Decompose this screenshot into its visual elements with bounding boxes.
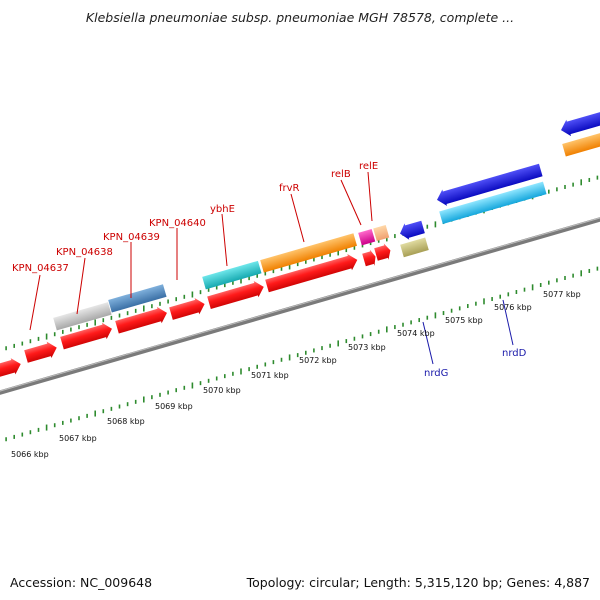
leader-nrdG: [422, 321, 434, 365]
scale-label-5067: 5067 kbp: [59, 434, 97, 443]
feature-track: [0, 108, 600, 381]
gene-nrdG[interactable]: [400, 237, 429, 258]
gene-label-relE[interactable]: relE: [359, 161, 378, 172]
gene-label-KPN_04639[interactable]: KPN_04639: [103, 232, 160, 243]
leader-nrdD: [502, 299, 514, 346]
accession-text: Accession: NC_009648: [10, 575, 153, 590]
gene-label-relB[interactable]: relB: [331, 169, 351, 180]
gene-frvR[interactable]: [260, 233, 358, 273]
cds-relE[interactable]: [374, 242, 393, 262]
gene-label-KPN_04637[interactable]: KPN_04637: [12, 263, 69, 274]
cds-feature[interactable]: [0, 356, 23, 381]
gene-steelblue[interactable]: [108, 284, 167, 313]
leader-ybhE: [221, 213, 228, 267]
gene-ybhE[interactable]: [202, 260, 262, 290]
gene-label-frvR[interactable]: frvR: [279, 183, 300, 194]
scale-label-5074: 5074 kbp: [397, 329, 435, 338]
cds-KPN_04638[interactable]: [115, 305, 170, 336]
cds-feature[interactable]: [559, 108, 600, 138]
cds-KPN_04639[interactable]: [169, 296, 207, 322]
gene-label-KPN_04640[interactable]: KPN_04640: [149, 218, 206, 229]
gene-label-KPN_04638[interactable]: KPN_04638: [56, 247, 113, 258]
leader-frvR: [290, 193, 305, 243]
lower-tick-track: [5, 266, 599, 442]
cds-KPN_04640[interactable]: [207, 279, 266, 311]
topology-text: Topology: circular; Length: 5,315,120 bp…: [246, 575, 590, 590]
cds-KPN_04637[interactable]: [60, 321, 115, 352]
gene-label-nrdD[interactable]: nrdD: [502, 348, 527, 359]
cds-nrdG[interactable]: [398, 219, 426, 242]
leader-KPN_04638: [76, 257, 86, 315]
scale-label-5077: 5077 kbp: [543, 290, 581, 299]
leader-relE: [367, 171, 373, 222]
gene-label-nrdG[interactable]: nrdG: [424, 368, 448, 379]
scale-label-5066: 5066 kbp: [11, 450, 49, 459]
gene-relB[interactable]: [358, 229, 376, 246]
gene-labels: KPN_04637 KPN_04638 KPN_04639 KPN_04640 …: [12, 161, 527, 379]
scale-label-5075: 5075 kbp: [445, 316, 483, 325]
leader-KPN_04637: [29, 274, 41, 331]
scale-label-5068: 5068 kbp: [107, 417, 145, 426]
scale-label-5073: 5073 kbp: [348, 343, 386, 352]
backbone: [0, 217, 600, 395]
gene-gray[interactable]: [53, 302, 112, 331]
map-title: Klebsiella pneumoniae subsp. pneumoniae …: [85, 10, 515, 25]
scale-label-5071: 5071 kbp: [251, 371, 289, 380]
gene-nrdD[interactable]: [439, 181, 547, 225]
cds-nrdD[interactable]: [435, 162, 543, 208]
cds-relB[interactable]: [362, 248, 378, 268]
leader-relB: [340, 179, 362, 226]
gene-label-ybhE[interactable]: ybhE: [210, 204, 235, 215]
cds-frvR[interactable]: [265, 252, 360, 294]
scale-labels: 5066 kbp 5067 kbp 5068 kbp 5069 kbp 5070…: [11, 290, 581, 459]
scale-label-5072: 5072 kbp: [299, 356, 337, 365]
cds-feature[interactable]: [24, 339, 59, 364]
scale-label-5076: 5076 kbp: [494, 303, 532, 312]
gene-relE[interactable]: [373, 224, 390, 242]
scale-label-5069: 5069 kbp: [155, 402, 193, 411]
scale-label-5070: 5070 kbp: [203, 386, 241, 395]
gene-feature[interactable]: [562, 131, 600, 157]
